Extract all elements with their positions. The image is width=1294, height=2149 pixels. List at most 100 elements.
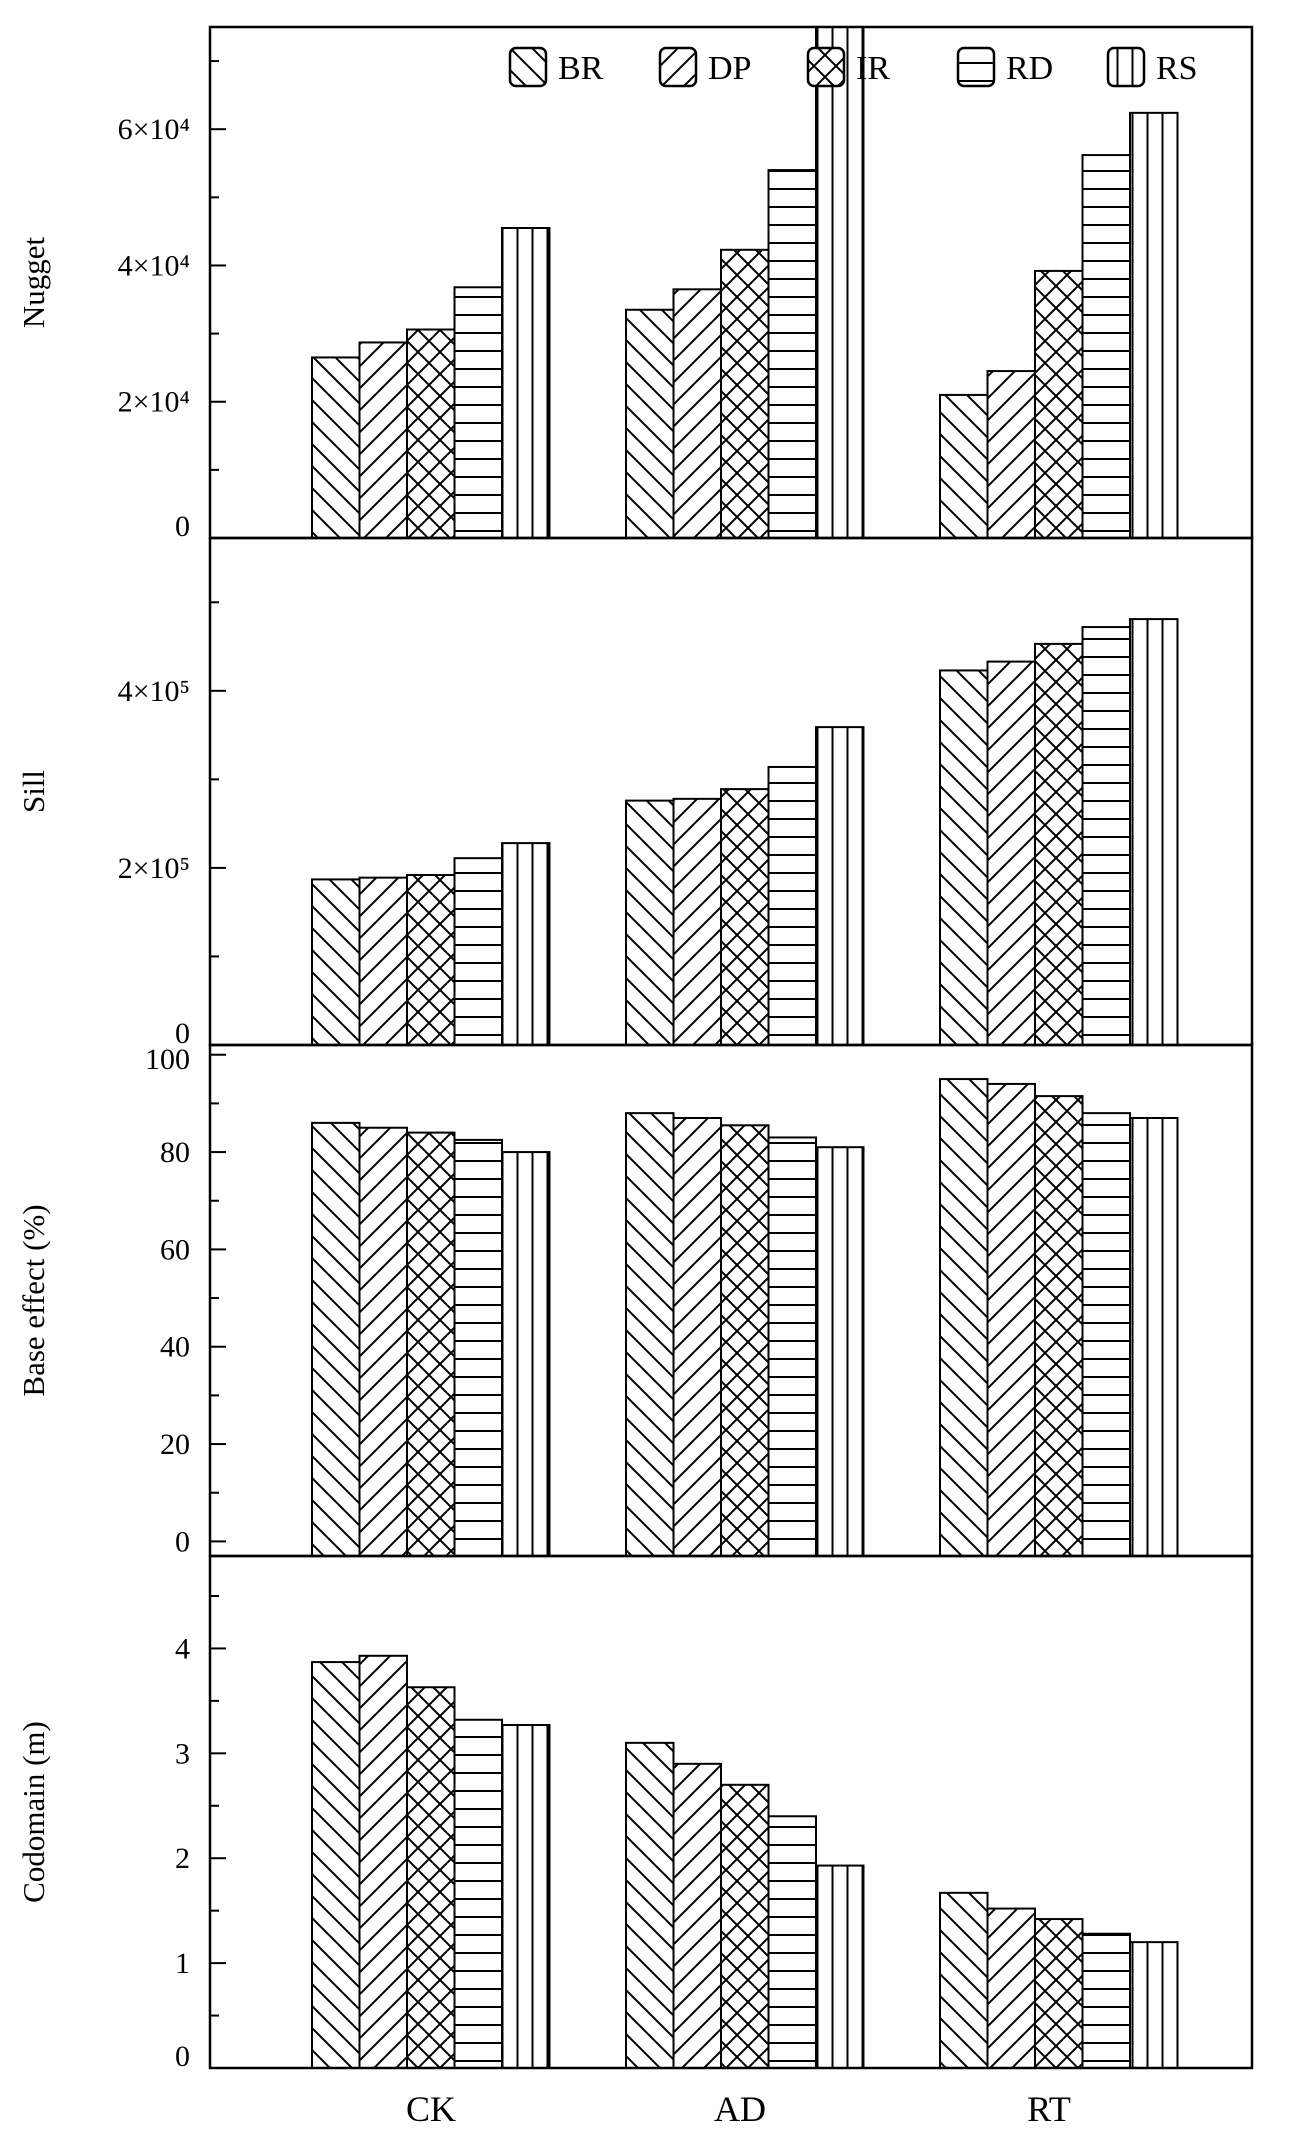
bar-sill-ck-ir xyxy=(406,873,456,1047)
y-tick-label-base-effect: 80 xyxy=(160,1136,190,1169)
bar-base-effect-rt-ir xyxy=(1034,1095,1084,1557)
y-tick-label-nugget: 0 xyxy=(175,510,190,543)
bar-base-effect-ck-rd xyxy=(453,1138,503,1558)
bar-codomain-rt-rs xyxy=(1129,1941,1179,2069)
y-tick-label-base-effect: 20 xyxy=(160,1428,190,1461)
bar-codomain-ck-rs xyxy=(501,1724,551,2069)
legend-swatch-dp xyxy=(658,46,698,88)
y-axis-label-base-effect: Base effect (%) xyxy=(16,1204,51,1396)
bar-codomain-ad-rd xyxy=(767,1815,817,2070)
bar-sill-ad-rd xyxy=(767,765,817,1046)
bar-nugget-ad-dp xyxy=(672,288,722,539)
panel-codomain: 0 1 2 3 4 Codomain (m) xyxy=(16,1554,1254,2073)
legend: BR DP IR RD RS xyxy=(508,46,1198,88)
bar-nugget-ck-dp xyxy=(358,341,408,539)
bar-sill-ck-rs xyxy=(501,842,551,1047)
bar-nugget-ck-ir xyxy=(406,328,456,539)
legend-item-dp: DP xyxy=(658,46,751,88)
y-axis-label-codomain: Codomain (m) xyxy=(16,1721,51,1903)
bar-nugget-ck-rs xyxy=(501,226,551,539)
y-tick-label-base-effect: 0 xyxy=(175,1525,190,1558)
category-label-rt: RT xyxy=(1027,2089,1071,2129)
bar-codomain-ad-ir xyxy=(720,1783,770,2070)
bar-base-effect-ad-ir xyxy=(720,1124,770,1558)
bar-codomain-ad-dp xyxy=(672,1762,722,2070)
bar-sill-ck-br xyxy=(311,878,361,1046)
bar-sill-rt-ir xyxy=(1034,642,1084,1046)
bar-nugget-rt-dp xyxy=(986,370,1036,539)
bar-sill-ad-dp xyxy=(672,797,722,1046)
legend-label-rd: RD xyxy=(1006,50,1053,87)
legend-item-rd: RD xyxy=(956,46,1053,88)
y-tick-label-codomain: 3 xyxy=(175,1737,190,1770)
y-tick-label-nugget: 4×10⁴ xyxy=(118,249,190,282)
bar-nugget-ad-ir xyxy=(720,248,770,540)
bar-nugget-ad-rd xyxy=(767,169,817,540)
panel-nugget: 0 2×10⁴ 4×10⁴ 6×10⁴ Nugget xyxy=(16,25,1254,543)
category-label-ad: AD xyxy=(714,2089,766,2129)
bar-base-effect-rt-br xyxy=(939,1078,989,1557)
bar-codomain-ad-rs xyxy=(815,1864,865,2070)
bar-nugget-rt-rs xyxy=(1129,111,1179,540)
legend-swatch-rd xyxy=(956,46,996,88)
legend-label-ir: IR xyxy=(856,50,890,87)
bar-sill-rt-dp xyxy=(986,660,1036,1047)
bar-codomain-rt-rd xyxy=(1081,1932,1131,2069)
legend-item-rs: RS xyxy=(1106,46,1198,88)
bar-base-effect-ad-dp xyxy=(672,1117,722,1557)
bar-sill-rt-br xyxy=(939,669,989,1046)
bar-codomain-ck-br xyxy=(311,1661,361,2069)
bar-nugget-rt-ir xyxy=(1034,269,1084,539)
bar-nugget-ad-rs xyxy=(815,26,865,539)
y-tick-label-base-effect: 40 xyxy=(160,1331,190,1364)
panels-layer: 02×10⁴4×10⁴6×10⁴Nugget02×10⁵4×10⁵Sill020… xyxy=(16,25,1254,2073)
bar-codomain-ck-dp xyxy=(358,1654,408,2069)
bar-codomain-rt-dp xyxy=(986,1907,1036,2069)
bar-base-effect-rt-rs xyxy=(1129,1117,1179,1557)
bar-base-effect-rt-dp xyxy=(986,1082,1036,1558)
legend-swatch-br xyxy=(508,46,548,88)
bar-base-effect-ck-ir xyxy=(406,1131,456,1557)
legend-swatch-ir xyxy=(806,46,846,88)
category-label-ck: CK xyxy=(406,2089,456,2129)
bar-sill-ck-dp xyxy=(358,876,408,1047)
bar-base-effect-rt-rd xyxy=(1081,1112,1131,1557)
y-tick-label-sill: 0 xyxy=(175,1017,190,1050)
legend-swatch-rs xyxy=(1106,46,1146,88)
bar-codomain-ck-ir xyxy=(406,1686,456,2069)
legend-item-br: BR xyxy=(508,46,604,88)
bar-base-effect-ad-br xyxy=(625,1112,675,1557)
y-tick-label-codomain: 2 xyxy=(175,1842,190,1875)
bar-base-effect-ad-rs xyxy=(815,1146,865,1557)
y-axis-label-sill: Sill xyxy=(16,770,51,813)
panel-base-effect: 0 20 40 60 80 100 Base effect (%) xyxy=(16,1043,1254,1558)
y-tick-label-base-effect: 60 xyxy=(160,1233,190,1266)
bar-codomain-rt-br xyxy=(939,1891,989,2070)
bar-base-effect-ad-rd xyxy=(767,1136,817,1557)
legend-label-dp: DP xyxy=(708,50,751,87)
bar-nugget-ck-rd xyxy=(453,286,503,540)
y-axis-label-nugget: Nugget xyxy=(16,236,51,328)
panel-frame-codomain xyxy=(208,1554,1254,2070)
y-tick-label-sill: 4×10⁵ xyxy=(118,675,190,708)
bar-nugget-rt-rd xyxy=(1081,154,1131,539)
y-tick-label-codomain: 0 xyxy=(175,2040,190,2073)
bar-sill-rt-rs xyxy=(1129,618,1179,1046)
legend-item-ir: IR xyxy=(806,46,890,88)
bar-nugget-ck-br xyxy=(311,356,361,539)
category-axis-labels: CK AD RT xyxy=(406,2089,1071,2129)
bar-sill-ad-ir xyxy=(720,788,770,1046)
y-tick-label-nugget: 6×10⁴ xyxy=(118,113,190,146)
bar-codomain-ad-br xyxy=(625,1741,675,2070)
y-tick-label-codomain: 1 xyxy=(175,1947,190,1980)
y-tick-label-codomain: 4 xyxy=(175,1632,190,1665)
bar-base-effect-ck-br xyxy=(311,1121,361,1558)
panel-sill: 0 2×10⁵ 4×10⁵ Sill xyxy=(16,536,1254,1050)
y-tick-label-sill: 2×10⁵ xyxy=(118,852,190,885)
bar-nugget-ad-br xyxy=(625,308,675,539)
bar-base-effect-ck-dp xyxy=(358,1126,408,1557)
y-tick-label-base-effect: 100 xyxy=(145,1043,190,1076)
bar-sill-ad-br xyxy=(625,799,675,1047)
bar-sill-rt-rd xyxy=(1081,626,1131,1046)
